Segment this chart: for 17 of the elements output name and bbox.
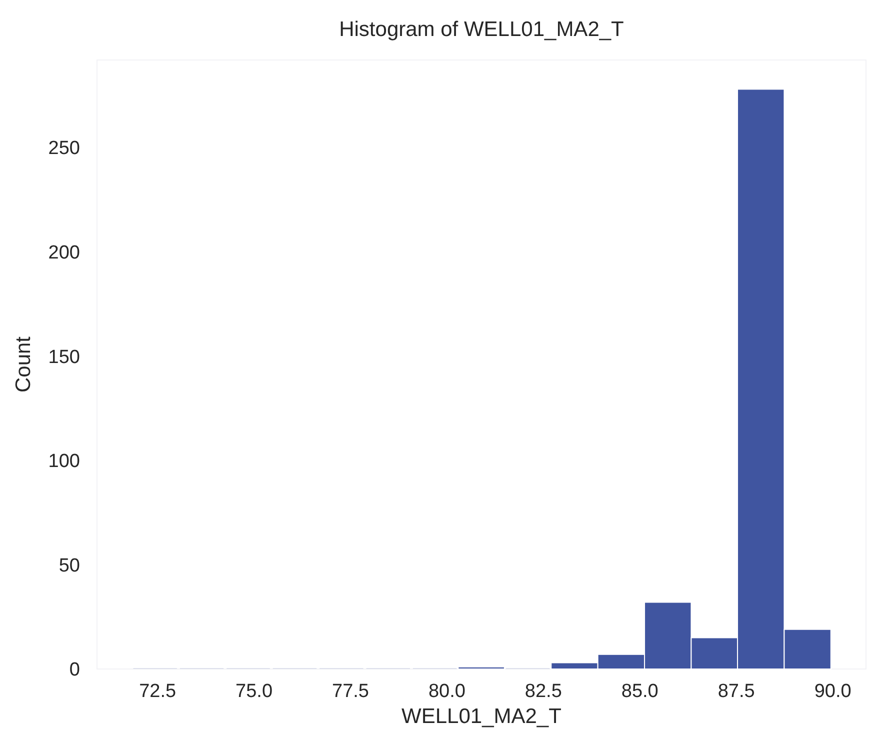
x-tick-label: 87.5 <box>718 681 755 702</box>
y-tick-label: 50 <box>58 555 80 576</box>
chart-title: Histogram of WELL01_MA2_T <box>339 18 624 41</box>
x-tick-label: 72.5 <box>139 681 176 702</box>
x-tick-label: 82.5 <box>524 681 562 702</box>
y-tick-label: 250 <box>48 138 80 160</box>
y-tick-label: 100 <box>48 451 80 472</box>
y-tick-label: 200 <box>48 242 80 264</box>
y-tick-label: 150 <box>48 346 80 368</box>
x-tick-label: 75.0 <box>236 681 273 702</box>
x-axis-title: WELL01_MA2_T <box>402 705 562 728</box>
y-tick-label: 0 <box>69 660 80 681</box>
x-tick-label: 77.5 <box>332 681 369 702</box>
x-tick-label: 85.0 <box>621 681 658 702</box>
x-tick-label: 90.0 <box>814 681 852 702</box>
x-tick-label: 80.0 <box>428 681 466 702</box>
y-axis-title: Count <box>12 336 35 393</box>
